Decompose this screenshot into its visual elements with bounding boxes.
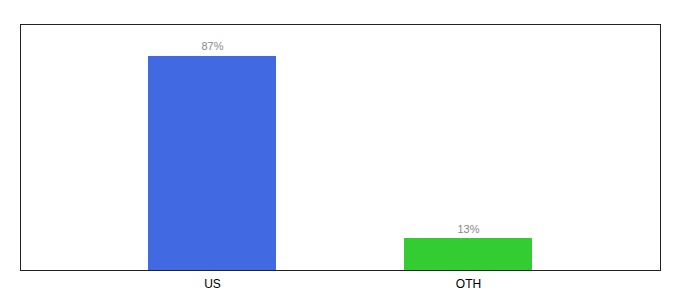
svg-text:US: US [204,277,221,291]
svg-text:OTH: OTH [456,277,481,291]
svg-text:87%: 87% [201,40,223,52]
svg-text:13%: 13% [457,223,479,235]
